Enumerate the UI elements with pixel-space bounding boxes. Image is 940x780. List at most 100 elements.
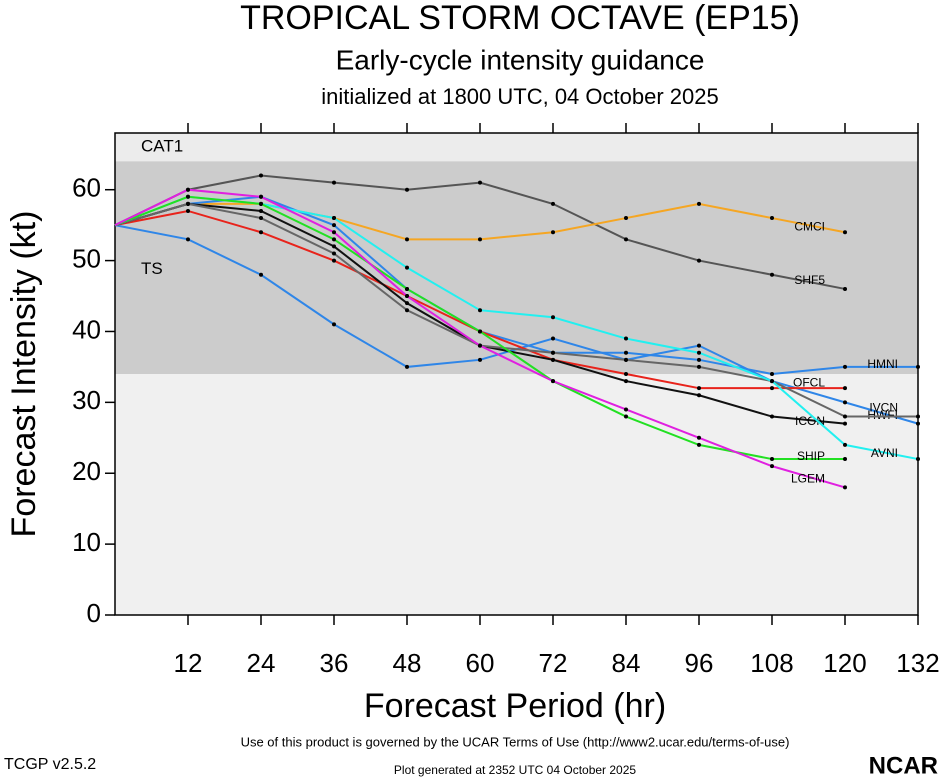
model-point xyxy=(478,343,482,348)
chart-subtitle: Early-cycle intensity guidance xyxy=(336,44,705,75)
model-point xyxy=(186,201,190,206)
model-point xyxy=(697,350,701,355)
model-point xyxy=(259,230,263,235)
model-point xyxy=(843,457,847,462)
y-tick-label: 0 xyxy=(87,598,101,628)
model-point xyxy=(405,308,409,313)
model-point xyxy=(843,414,847,419)
model-point xyxy=(770,464,774,469)
model-point xyxy=(405,301,409,306)
model-point xyxy=(770,272,774,277)
x-tick-label: 120 xyxy=(823,648,866,678)
y-tick-label: 20 xyxy=(72,456,101,486)
y-tick-label: 10 xyxy=(72,527,101,557)
model-point xyxy=(770,379,774,384)
model-point xyxy=(624,336,628,341)
model-point xyxy=(916,421,920,426)
model-point xyxy=(551,201,555,206)
model-point xyxy=(332,258,336,263)
model-point xyxy=(551,230,555,235)
model-point xyxy=(697,442,701,447)
model-point xyxy=(843,364,847,369)
model-point xyxy=(405,294,409,299)
model-point xyxy=(624,357,628,362)
version-note: TCGP v2.5.2 xyxy=(4,756,96,773)
y-tick-label: 60 xyxy=(72,173,101,203)
model-point xyxy=(697,435,701,440)
model-point xyxy=(259,216,263,221)
model-point xyxy=(259,201,263,206)
logo: NCAR xyxy=(869,752,938,779)
model-point xyxy=(332,180,336,185)
model-label: HWFI xyxy=(867,408,898,422)
model-point xyxy=(332,244,336,249)
model-point xyxy=(186,194,190,199)
model-point xyxy=(916,414,920,419)
x-tick-label: 48 xyxy=(393,648,422,678)
model-point xyxy=(478,180,482,185)
model-point xyxy=(332,216,336,221)
model-point xyxy=(405,237,409,242)
x-tick-label: 108 xyxy=(750,648,793,678)
model-point xyxy=(405,286,409,291)
band-label: CAT1 xyxy=(141,136,183,155)
model-point xyxy=(259,173,263,178)
y-tick-label: 40 xyxy=(72,314,101,344)
y-tick-label: 30 xyxy=(72,385,101,415)
model-point xyxy=(770,414,774,419)
model-point xyxy=(332,230,336,235)
chart-title: TROPICAL STORM OCTAVE (EP15) xyxy=(240,0,800,37)
model-point xyxy=(697,258,701,263)
x-tick-label: 60 xyxy=(466,648,495,678)
model-point xyxy=(770,386,774,391)
model-point xyxy=(770,216,774,221)
model-point xyxy=(186,237,190,242)
model-label: ICON xyxy=(795,414,825,428)
model-point xyxy=(332,322,336,327)
model-point xyxy=(551,336,555,341)
model-point xyxy=(697,343,701,348)
x-tick-label: 132 xyxy=(896,648,939,678)
model-label: OFCL xyxy=(793,375,825,389)
x-tick-label: 96 xyxy=(685,648,714,678)
model-point xyxy=(478,357,482,362)
model-point xyxy=(697,364,701,369)
terms-note: Use of this product is governed by the U… xyxy=(241,734,790,749)
model-point xyxy=(770,372,774,376)
model-point xyxy=(624,379,628,384)
model-point xyxy=(697,357,701,362)
model-point xyxy=(478,308,482,313)
model-point xyxy=(186,208,190,213)
model-label: AVNI xyxy=(871,446,898,460)
model-point xyxy=(697,393,701,398)
model-point xyxy=(405,265,409,270)
model-point xyxy=(259,272,263,277)
generated-note: Plot generated at 2352 UTC 04 October 20… xyxy=(394,763,636,777)
model-label: CMCI xyxy=(794,219,825,233)
model-point xyxy=(332,223,336,228)
model-point xyxy=(843,442,847,447)
x-axis-label: Forecast Period (hr) xyxy=(364,687,666,725)
model-point xyxy=(332,237,336,242)
x-tick-label: 72 xyxy=(539,648,568,678)
model-point xyxy=(916,364,920,369)
model-point xyxy=(405,187,409,192)
model-point xyxy=(624,237,628,242)
model-line xyxy=(114,202,918,418)
model-point xyxy=(259,194,263,199)
x-tick-label: 84 xyxy=(612,648,641,678)
intensity-band xyxy=(115,161,918,374)
band-label: TS xyxy=(141,259,163,278)
plot-frame xyxy=(114,132,919,616)
model-point xyxy=(916,457,920,462)
model-point xyxy=(770,457,774,462)
model-point xyxy=(186,187,190,192)
model-point xyxy=(405,364,409,369)
model-point xyxy=(478,329,482,334)
model-label: LGEM xyxy=(791,472,825,486)
model-point xyxy=(478,237,482,242)
model-line xyxy=(114,195,918,376)
model-point xyxy=(332,251,336,256)
model-point xyxy=(624,407,628,412)
